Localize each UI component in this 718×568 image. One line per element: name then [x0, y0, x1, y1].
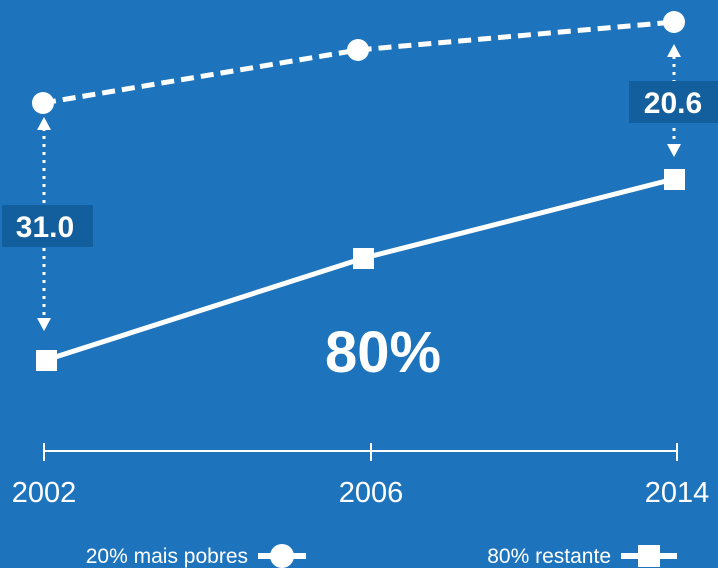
point-20-mais-pobres-2002: [32, 92, 54, 114]
series-line-20-mais-pobres: [42, 19, 675, 106]
point-80-restante-2014: [664, 169, 685, 190]
gap-arrow-head-down-2002: [37, 318, 51, 331]
gap-arrow-head-up-2002: [37, 117, 51, 130]
center-label: 80%: [325, 320, 441, 385]
gap-label-box-2002: [2, 205, 93, 247]
x-tick-label-2006: 2006: [339, 477, 404, 509]
gap-label-2014: 20.6: [644, 87, 702, 120]
gap-arrow-head-down-2014: [667, 144, 681, 157]
legend: 20% mais pobres 80% restante: [86, 544, 677, 568]
legend-label-80-restante: 80% restante: [487, 545, 611, 568]
gap-arrow-head-up-2014: [667, 44, 681, 57]
legend-marker-square: [638, 545, 660, 567]
gap-label-2002: 31.0: [16, 211, 74, 244]
legend-marker-circle: [270, 544, 294, 568]
point-80-restante-2006: [353, 248, 374, 269]
gap-label-box-2014: [629, 81, 718, 123]
point-80-restante-2002: [36, 350, 57, 371]
point-20-mais-pobres-2006: [347, 39, 369, 61]
legend-label-20-mais-pobres: 20% mais pobres: [86, 545, 248, 568]
point-20-mais-pobres-2014: [663, 11, 685, 33]
x-tick-label-2002: 2002: [12, 477, 77, 509]
x-tick-label-2014: 2014: [645, 477, 710, 509]
